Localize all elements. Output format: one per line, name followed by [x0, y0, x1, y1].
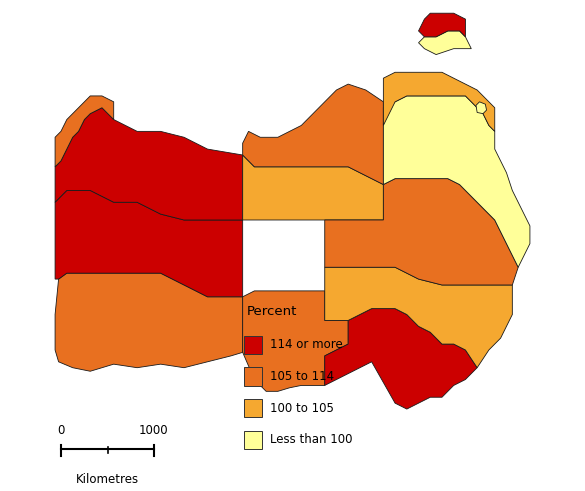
Text: 105 to 114: 105 to 114 — [270, 370, 334, 383]
FancyBboxPatch shape — [244, 431, 262, 449]
Polygon shape — [418, 13, 466, 37]
Polygon shape — [383, 96, 530, 267]
Polygon shape — [476, 102, 487, 113]
Text: 100 to 105: 100 to 105 — [270, 402, 333, 415]
Text: Kilometres: Kilometres — [76, 473, 139, 487]
Polygon shape — [243, 84, 383, 185]
Text: 0: 0 — [58, 424, 65, 437]
FancyBboxPatch shape — [244, 367, 262, 386]
FancyBboxPatch shape — [244, 336, 262, 354]
Polygon shape — [243, 291, 348, 391]
Polygon shape — [325, 179, 518, 285]
Text: Percent: Percent — [246, 304, 297, 318]
Text: 1000: 1000 — [139, 424, 168, 437]
Polygon shape — [55, 108, 243, 220]
Polygon shape — [55, 273, 243, 371]
Text: 114 or more: 114 or more — [270, 338, 342, 352]
Polygon shape — [383, 72, 495, 132]
Polygon shape — [325, 309, 477, 409]
Polygon shape — [55, 191, 243, 297]
FancyBboxPatch shape — [244, 399, 262, 417]
Polygon shape — [243, 155, 383, 220]
Polygon shape — [418, 31, 472, 55]
Polygon shape — [325, 267, 512, 368]
Text: Less than 100: Less than 100 — [270, 433, 352, 446]
Polygon shape — [55, 96, 113, 167]
